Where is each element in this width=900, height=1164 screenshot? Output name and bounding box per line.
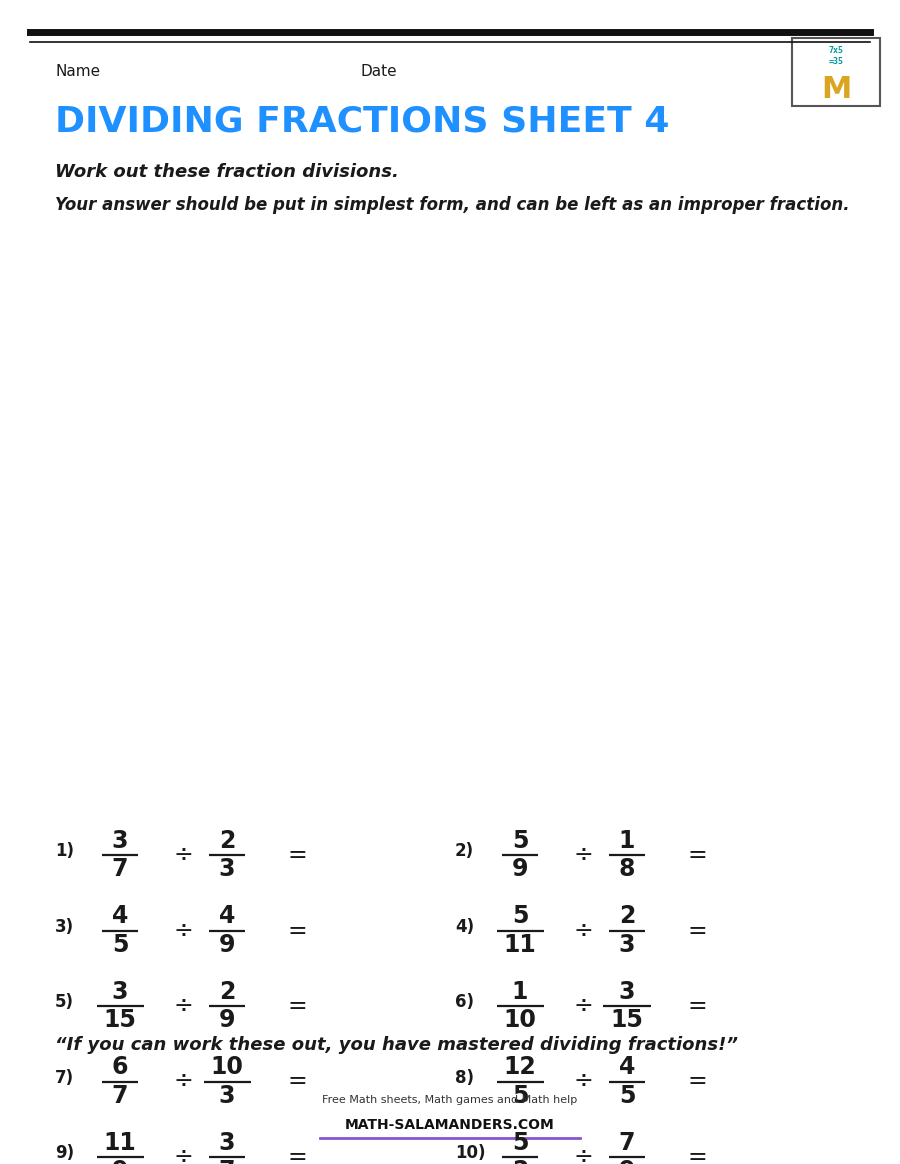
FancyBboxPatch shape (792, 38, 880, 106)
Text: “If you can work these out, you have mastered dividing fractions!”: “If you can work these out, you have mas… (55, 1036, 738, 1053)
Text: ÷: ÷ (573, 1070, 593, 1093)
Text: ÷: ÷ (573, 918, 593, 943)
Text: ÷: ÷ (173, 918, 193, 943)
Text: =: = (287, 1070, 307, 1093)
Text: 10: 10 (211, 1056, 243, 1079)
Text: ÷: ÷ (173, 994, 193, 1018)
Text: 7: 7 (219, 1159, 235, 1164)
Text: ÷: ÷ (573, 1145, 593, 1164)
Text: 15: 15 (104, 1008, 137, 1032)
Text: MATH-SALAMANDERS.COM: MATH-SALAMANDERS.COM (345, 1117, 555, 1133)
Text: 12: 12 (504, 1056, 536, 1079)
Text: 8): 8) (455, 1069, 474, 1086)
Text: =: = (687, 918, 707, 943)
Text: 3: 3 (112, 980, 128, 1003)
Text: =: = (687, 843, 707, 867)
Text: =: = (687, 1145, 707, 1164)
Text: 7: 7 (112, 858, 128, 881)
Text: 6): 6) (455, 993, 474, 1012)
Text: ÷: ÷ (573, 843, 593, 867)
Text: 3: 3 (219, 1084, 235, 1108)
Text: ÷: ÷ (173, 843, 193, 867)
Text: 5: 5 (512, 1130, 528, 1155)
Text: ÷: ÷ (173, 1070, 193, 1093)
Text: 2: 2 (512, 1159, 528, 1164)
Text: 3: 3 (619, 980, 635, 1003)
Text: 5: 5 (619, 1084, 635, 1108)
Text: 3: 3 (112, 829, 128, 853)
Text: 9: 9 (512, 858, 528, 881)
Text: Work out these fraction divisions.: Work out these fraction divisions. (55, 163, 399, 180)
Text: =: = (287, 918, 307, 943)
Text: Free Math sheets, Math games and Math help: Free Math sheets, Math games and Math he… (322, 1095, 578, 1105)
Text: 15: 15 (610, 1008, 644, 1032)
Text: 7: 7 (619, 1130, 635, 1155)
Text: 4: 4 (619, 1056, 635, 1079)
Text: M: M (821, 76, 851, 105)
Text: 6: 6 (112, 1056, 128, 1079)
Text: 7x5
=35: 7x5 =35 (829, 47, 843, 65)
Text: 4: 4 (219, 904, 235, 928)
Text: =: = (287, 994, 307, 1018)
Text: 9): 9) (55, 1144, 74, 1162)
Text: ÷: ÷ (173, 1145, 193, 1164)
Text: DIVIDING FRACTIONS SHEET 4: DIVIDING FRACTIONS SHEET 4 (55, 105, 670, 139)
Text: 1): 1) (55, 842, 74, 860)
Text: 3: 3 (219, 1130, 235, 1155)
Text: 2: 2 (619, 904, 635, 928)
Text: ÷: ÷ (573, 994, 593, 1018)
Text: 2: 2 (219, 980, 235, 1003)
Text: 8: 8 (619, 858, 635, 881)
Text: 5: 5 (512, 829, 528, 853)
Text: =: = (687, 994, 707, 1018)
Text: 2): 2) (455, 842, 474, 860)
Text: 5: 5 (512, 904, 528, 928)
Text: 5: 5 (512, 1084, 528, 1108)
Text: 4): 4) (455, 917, 474, 936)
Text: 5: 5 (112, 932, 128, 957)
Text: Your answer should be put in simplest form, and can be left as an improper fract: Your answer should be put in simplest fo… (55, 196, 850, 214)
Text: 2: 2 (219, 829, 235, 853)
Text: 11: 11 (104, 1130, 137, 1155)
Text: 10): 10) (455, 1144, 485, 1162)
Text: 7): 7) (55, 1069, 74, 1086)
Text: 1: 1 (619, 829, 635, 853)
Text: 5): 5) (55, 993, 74, 1012)
Text: Name: Name (55, 64, 100, 79)
Text: =: = (687, 1070, 707, 1093)
Text: 3): 3) (55, 917, 74, 936)
Text: =: = (287, 1145, 307, 1164)
Text: 4: 4 (112, 904, 128, 928)
Text: 7: 7 (112, 1084, 128, 1108)
Text: 9: 9 (619, 1159, 635, 1164)
Text: 11: 11 (504, 932, 536, 957)
Text: 9: 9 (219, 1008, 235, 1032)
Text: Date: Date (360, 64, 397, 79)
Text: 3: 3 (619, 932, 635, 957)
Text: 1: 1 (512, 980, 528, 1003)
Text: 10: 10 (504, 1008, 536, 1032)
Text: =: = (287, 843, 307, 867)
Text: 9: 9 (219, 932, 235, 957)
Text: 3: 3 (219, 858, 235, 881)
Text: 9: 9 (112, 1159, 128, 1164)
